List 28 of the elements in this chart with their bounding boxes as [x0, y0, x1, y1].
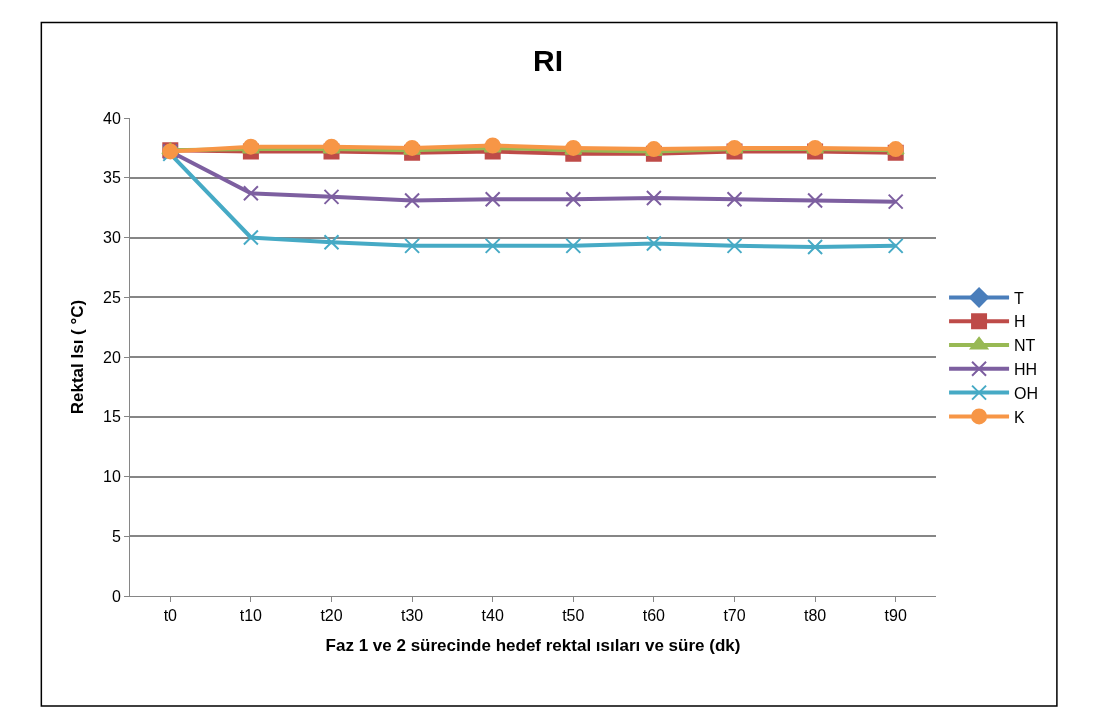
y-tick-label: 30 — [103, 229, 121, 247]
y-tick-label: 15 — [103, 408, 121, 426]
y-tick-label: 5 — [111, 527, 121, 545]
chart-title: RI — [533, 44, 563, 78]
y-axis-title: Rektal Isı ( °C) — [67, 299, 87, 415]
x-axis-title: Faz 1 ve 2 sürecinde hedef rektal ısıları ve süre (dk) — [325, 635, 741, 655]
x-tick-label: t50 — [562, 607, 585, 625]
x-tick-label: t80 — [803, 607, 827, 625]
legend-label: NT — [1014, 337, 1036, 355]
x-tick-label: t70 — [723, 607, 746, 625]
y-tick-label: 25 — [103, 288, 121, 306]
x-tick-label: t90 — [884, 607, 907, 625]
x-tick-label: t20 — [320, 607, 343, 625]
legend-label: OH — [1014, 384, 1039, 402]
x-tick-label: t60 — [642, 607, 666, 625]
y-tick-label: 0 — [111, 587, 121, 605]
legend-label: H — [1014, 313, 1026, 331]
y-tick-label: 40 — [103, 109, 121, 127]
legend-label: HH — [1014, 361, 1038, 379]
x-tick-label: t10 — [239, 607, 263, 625]
y-tick-label: 10 — [103, 468, 121, 486]
x-tick-label: t30 — [400, 607, 424, 625]
x-tick-label: t0 — [163, 607, 178, 625]
y-tick-label: 20 — [103, 348, 121, 366]
legend-label: K — [1014, 408, 1026, 426]
x-tick-label: t40 — [481, 607, 504, 625]
legend-label: T — [1014, 289, 1025, 307]
y-tick-label: 35 — [103, 169, 121, 187]
